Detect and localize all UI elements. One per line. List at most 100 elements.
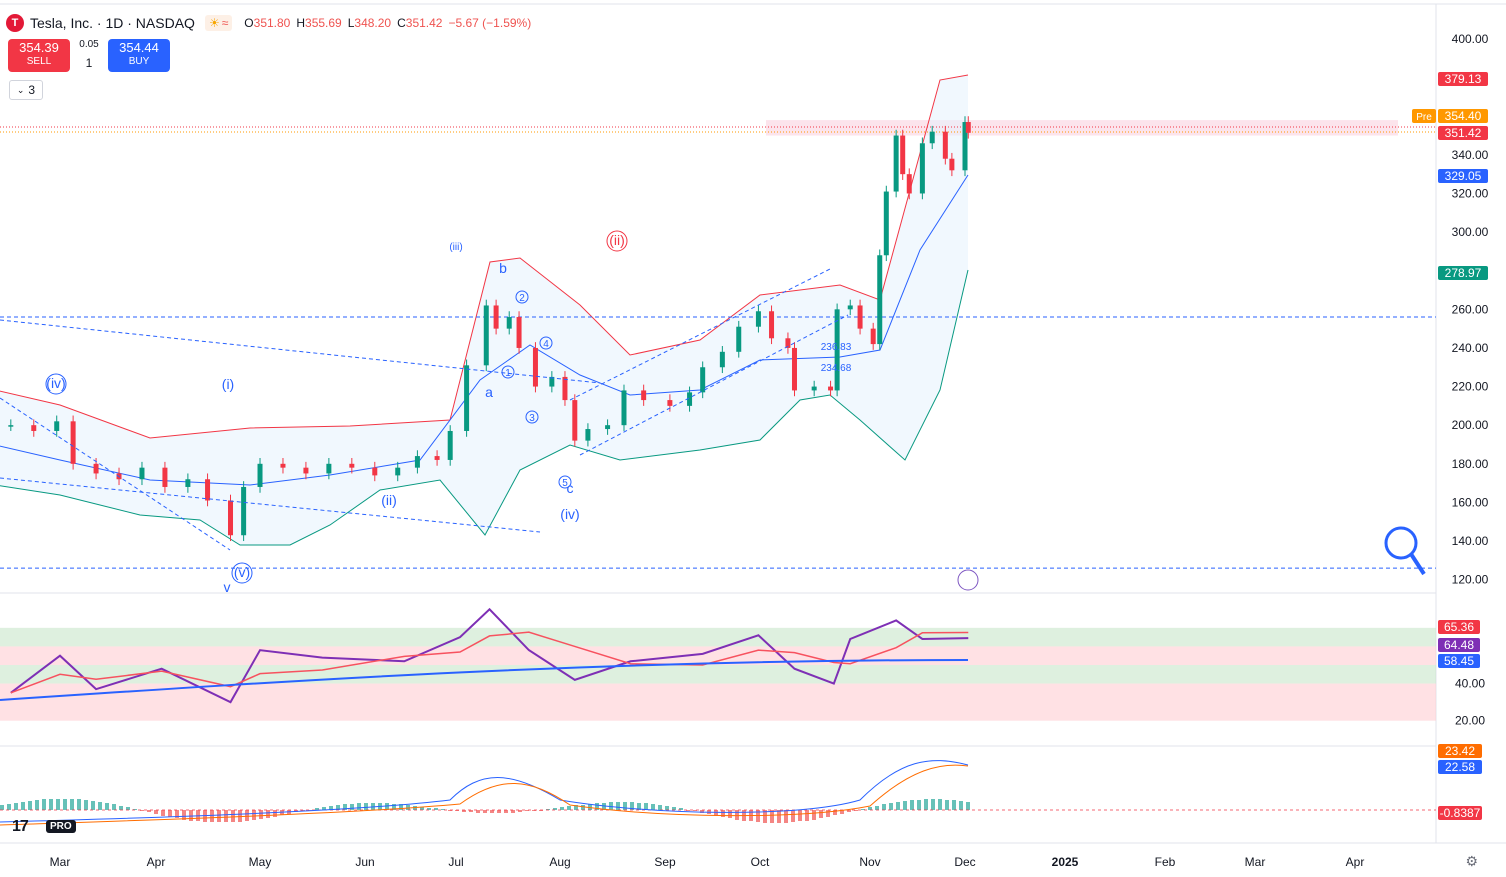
macd-histogram-bar xyxy=(357,803,361,810)
macd-histogram-bar xyxy=(217,810,221,822)
pre-tag-label: Pre xyxy=(1416,112,1432,123)
pre-tag-bg xyxy=(1412,109,1436,123)
macd-histogram-bar xyxy=(49,799,53,810)
candle-body xyxy=(562,376,568,401)
time-tick-label: May xyxy=(249,855,272,869)
time-tick-label: Sep xyxy=(654,855,676,869)
macd-histogram-bar xyxy=(28,801,32,810)
candle-body xyxy=(900,135,906,175)
wave-circle xyxy=(558,475,572,489)
macd-histogram-bar xyxy=(126,807,130,810)
candle-body xyxy=(883,191,889,256)
macd-histogram-bar xyxy=(511,810,515,813)
settings-icon[interactable]: ⚙ xyxy=(1465,853,1478,869)
macd-histogram-bar xyxy=(210,810,214,822)
macd-histogram-bar xyxy=(322,807,326,810)
wave-label: v xyxy=(224,579,231,595)
wave-label: 5 xyxy=(562,478,568,489)
sell-button[interactable]: 354.39 SELL xyxy=(8,39,70,72)
macd-histogram-bar xyxy=(847,810,851,812)
macd-histogram-bar xyxy=(644,803,648,810)
macd-tag-label: 23.42 xyxy=(1445,744,1475,758)
session-indicator[interactable]: ☀ ≈ xyxy=(204,15,233,31)
macd-histogram-bar xyxy=(70,799,74,810)
quantity-value: 1 xyxy=(85,56,93,70)
macd-histogram-bar xyxy=(448,810,452,811)
quantity-box[interactable]: 0.05 1 xyxy=(70,39,108,70)
wave-label: (ii) xyxy=(609,232,625,248)
rsi-tick-label: 40.00 xyxy=(1455,677,1485,691)
price-tick-label: 140.00 xyxy=(1452,534,1489,548)
candle-body xyxy=(585,429,591,441)
macd-histogram-bar xyxy=(623,802,627,810)
macd-histogram-bar xyxy=(350,804,354,810)
wave-label: (ii) xyxy=(381,492,397,508)
macd-histogram-bar xyxy=(455,810,459,811)
candle-body xyxy=(962,122,968,171)
macd-histogram-bar xyxy=(273,810,277,817)
macd-histogram-bar xyxy=(658,805,662,810)
macd-histogram-bar xyxy=(931,799,935,810)
macd-histogram-bar xyxy=(238,810,242,822)
time-tick-label: Mar xyxy=(50,855,71,869)
resistance-zone xyxy=(766,120,1398,136)
candle-body xyxy=(942,131,948,159)
price-tag-label: 278.97 xyxy=(1445,266,1482,280)
macd-histogram-bar xyxy=(763,810,767,823)
tesla-logo-icon[interactable]: T xyxy=(6,14,24,32)
wave-label: (iii) xyxy=(449,242,462,253)
wave-label: (iv) xyxy=(560,506,579,522)
macd-histogram-bar xyxy=(791,810,795,822)
macd-histogram-bar xyxy=(784,810,788,823)
macd-histogram-bar xyxy=(329,806,333,810)
tradingview-logo[interactable]: 17 xyxy=(12,818,29,835)
macd-histogram-bar xyxy=(532,810,536,811)
candle-body xyxy=(919,143,925,194)
time-tick-label: Mar xyxy=(1245,855,1266,869)
candle-body xyxy=(31,425,37,431)
wave-circle xyxy=(606,230,628,252)
macd-histogram-bar xyxy=(840,810,844,814)
candle-body xyxy=(877,255,883,345)
macd-histogram-bar xyxy=(315,808,319,810)
buy-button[interactable]: 354.44 BUY xyxy=(108,39,170,72)
candle-body xyxy=(185,479,191,487)
macd-histogram-bar xyxy=(140,810,144,811)
price-tag-bg xyxy=(1438,169,1488,183)
macd-histogram-bar xyxy=(119,806,123,810)
macd-histogram-bar xyxy=(966,802,970,810)
candle-body xyxy=(572,400,578,441)
candle-body xyxy=(785,338,791,348)
price-tick-label: 200.00 xyxy=(1452,418,1489,432)
macd-histogram-bar xyxy=(567,806,571,810)
candle-body xyxy=(906,174,912,194)
macd-histogram-bar xyxy=(721,810,725,817)
candle-body xyxy=(828,386,834,391)
trade-panel: 354.39 SELL 0.05 1 354.44 BUY xyxy=(8,39,170,72)
macd-histogram-bar xyxy=(427,808,431,810)
wave-circle xyxy=(501,365,515,379)
macd-histogram-bar xyxy=(924,799,928,810)
macd-tag-bg xyxy=(1438,744,1482,758)
macd-histogram-bar xyxy=(147,810,151,812)
candle-body xyxy=(893,135,899,192)
rsi-slow-line xyxy=(0,659,969,701)
candle-body xyxy=(641,390,647,401)
candle-body xyxy=(464,365,470,431)
macd-histogram-bar xyxy=(154,810,158,814)
macd-histogram-bar xyxy=(665,806,669,810)
macd-histogram-bar xyxy=(833,810,837,815)
symbol-title[interactable]: Tesla, Inc. · 1D · NASDAQ xyxy=(30,15,195,31)
price-tick-label: 400.00 xyxy=(1452,32,1489,46)
indicators-toggle[interactable]: ⌄ 3 xyxy=(9,80,43,100)
macd-histogram-bar xyxy=(476,810,480,813)
macd-histogram-bar xyxy=(252,810,256,820)
candle-body xyxy=(755,311,761,327)
macd-histogram-bar xyxy=(399,804,403,810)
rsi-ma-line xyxy=(10,631,969,694)
macd-histogram-bar xyxy=(805,810,809,821)
candle-body xyxy=(54,421,60,431)
macd-histogram-bar xyxy=(77,799,81,810)
rsi-tag-bg xyxy=(1438,620,1480,634)
